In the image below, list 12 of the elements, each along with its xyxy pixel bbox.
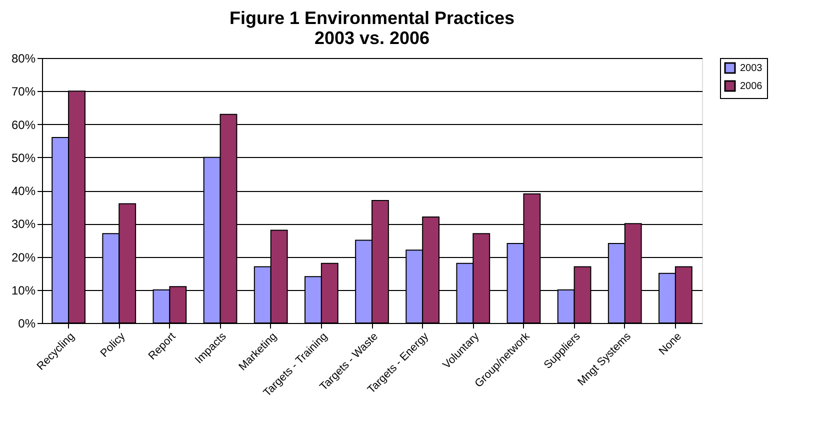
- y-tick-label: 30%: [11, 217, 36, 232]
- legend-label: 2003: [740, 63, 763, 74]
- y-tick-label: 50%: [11, 150, 36, 165]
- y-tick-label: 70%: [11, 84, 36, 99]
- y-tick-label: 0%: [18, 316, 36, 330]
- chart-title: Figure 1 Environmental Practices 2003 vs. 2006: [229, 8, 515, 48]
- y-tick-label: 60%: [11, 118, 36, 132]
- y-tick-label: 40%: [11, 184, 36, 198]
- y-tick-label: 10%: [11, 283, 36, 298]
- y-tick-label: 80%: [11, 52, 36, 66]
- y-tick-label: 20%: [11, 250, 36, 264]
- legend-label: 2006: [740, 81, 763, 92]
